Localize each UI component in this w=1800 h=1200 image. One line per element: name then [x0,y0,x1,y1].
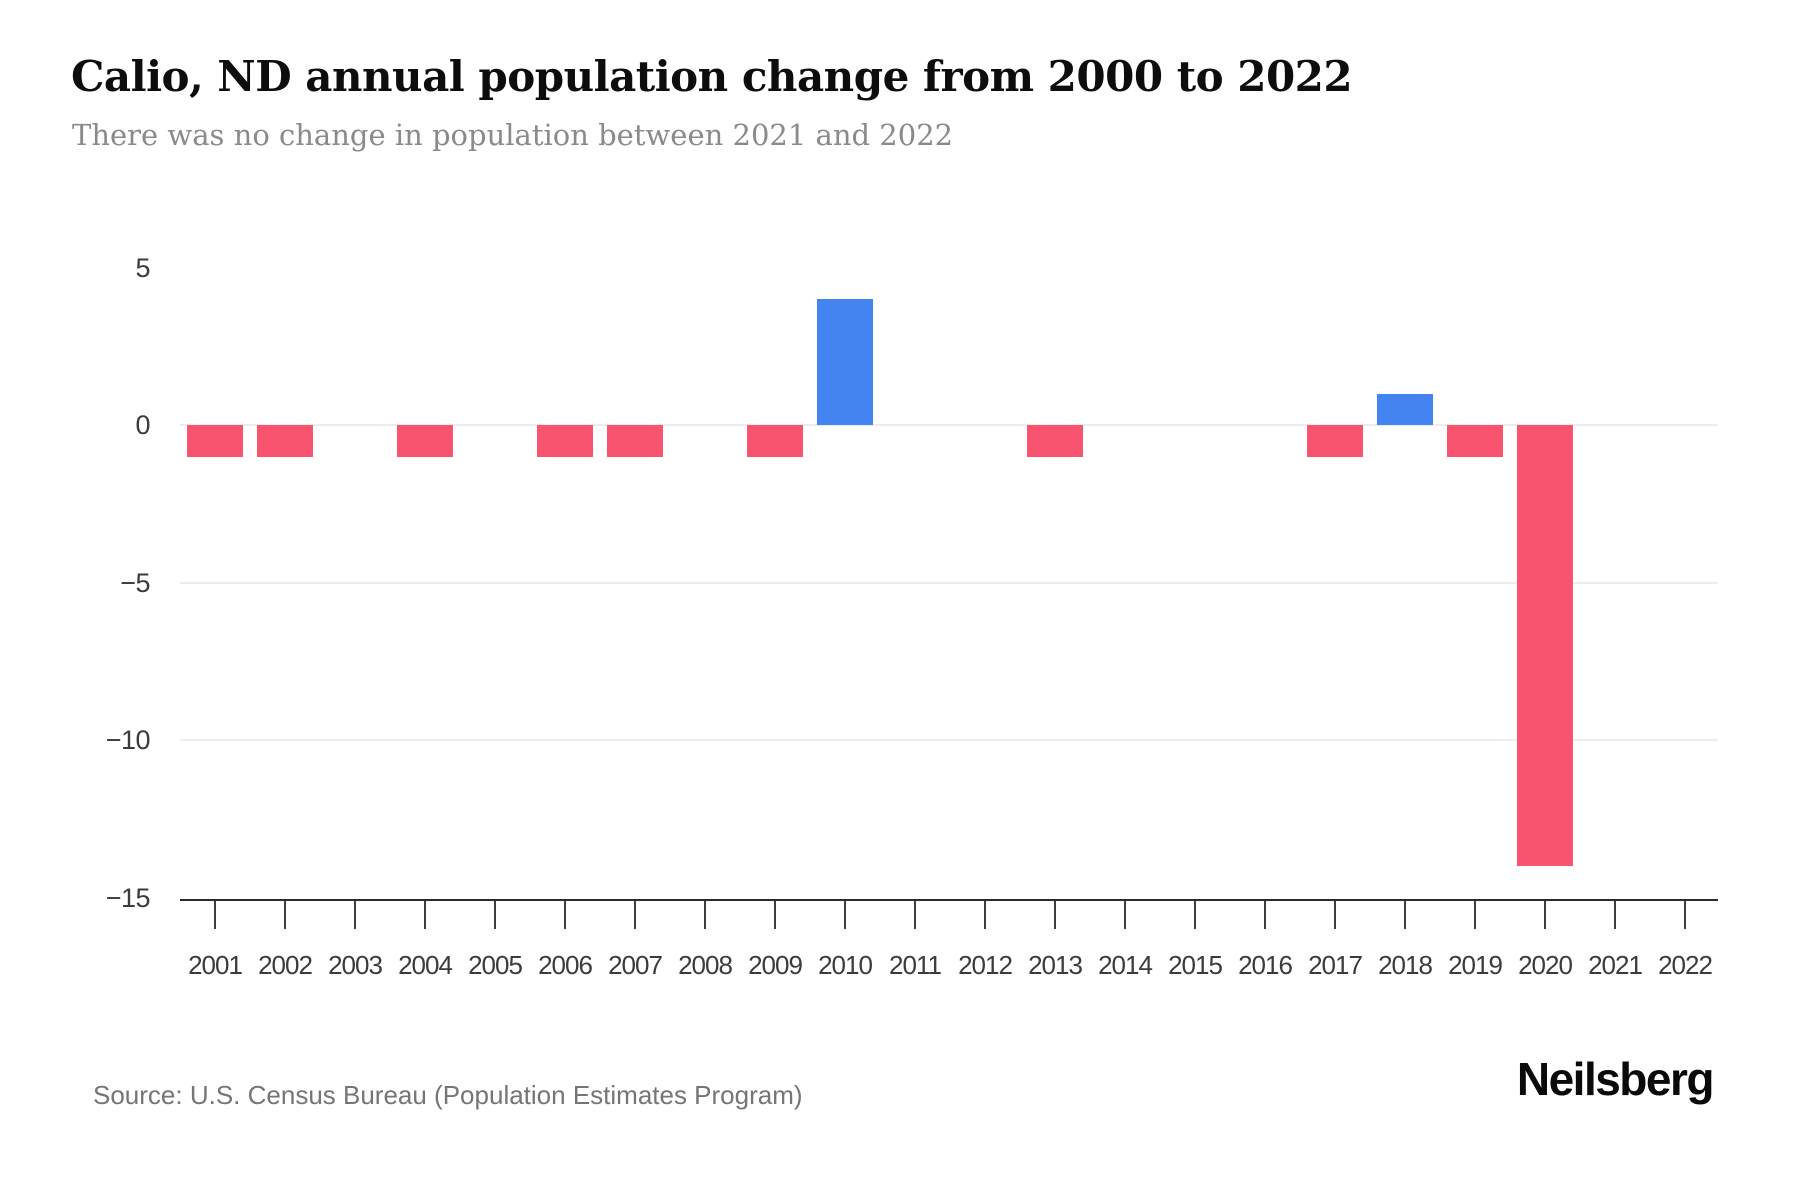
x-axis-label-2016: 2016 [1238,950,1293,980]
x-axis-label-2009: 2009 [748,950,803,980]
bar-2010 [817,299,873,425]
gridline-y0 [180,424,1718,426]
x-axis-tick [844,901,846,929]
x-axis-tick [564,901,566,929]
x-axis-tick [1544,901,1546,929]
x-axis-label-2020: 2020 [1518,950,1573,980]
x-axis-tick [1124,901,1126,929]
y-axis-label: 5 [135,252,150,283]
x-axis-tick [494,901,496,929]
x-axis-label-2005: 2005 [468,950,523,980]
x-axis-tick [424,901,426,929]
bar-chart-plot: 5 0 −5 −10 −15 2001 2002 2003 2004 2005 2006 2007 20… [105,252,1718,980]
x-axis-tick [1054,901,1056,929]
x-axis-label-2013: 2013 [1028,950,1083,980]
x-axis-label-2012: 2012 [958,950,1013,980]
x-axis-tick [914,901,916,929]
x-axis-label-2014: 2014 [1098,950,1153,980]
chart-subtitle: There was no change in population betwee… [72,118,954,152]
x-axis-tick [284,901,286,929]
bar-2018 [1377,393,1433,425]
brand-logo: Neilsberg [1516,1053,1715,1105]
x-axis-tick [1684,901,1686,929]
x-axis-label-2018: 2018 [1378,950,1433,980]
y-axis-label: 0 [135,410,150,440]
x-axis-tick [1614,901,1616,929]
x-axis-tick [774,901,776,929]
bar-2020 [1517,425,1573,866]
y-axis-label: −5 [120,567,150,598]
bar-2006 [537,425,593,457]
bar-2019 [1447,425,1503,457]
x-axis-label-2001: 2001 [188,950,243,980]
x-axis-label-2021: 2021 [1588,950,1643,980]
x-axis-label-2022: 2022 [1658,950,1713,980]
y-axis-label: −15 [105,882,151,913]
x-axis-tick [634,901,636,929]
x-axis-tick [1334,901,1336,929]
x-axis-label-2008: 2008 [678,950,733,980]
bar-2007 [607,425,663,457]
x-axis-tick [1474,901,1476,929]
bar-2002 [257,425,313,457]
x-axis-label-2017: 2017 [1308,950,1363,980]
x-axis-label-2010: 2010 [818,950,873,980]
x-axis-label-2007: 2007 [608,950,663,980]
gridline-y-5 [180,581,1718,584]
x-axis-tick [1194,901,1196,929]
x-axis-tick [1264,901,1266,929]
x-axis-label-2011: 2011 [889,950,942,980]
x-axis-label-2019: 2019 [1448,950,1503,980]
bar-2004 [397,425,453,457]
x-axis-tick [1404,901,1406,929]
x-axis-label-2003: 2003 [328,950,383,980]
x-axis-tick [354,901,356,929]
x-axis-label-2015: 2015 [1168,950,1223,980]
x-axis-label-2002: 2002 [258,950,313,980]
bar-2017 [1307,425,1363,457]
gridline-y-10 [180,739,1718,741]
chart-title: Calio, ND annual population change from … [71,52,1353,101]
x-axis-tick [704,901,706,929]
y-axis-label: −10 [105,725,151,755]
bar-2001 [187,425,243,457]
bar-2013 [1027,425,1083,457]
source-text: Source: U.S. Census Bureau (Population E… [93,1080,803,1110]
x-axis-label-2006: 2006 [538,950,593,980]
x-axis-line [180,899,1718,901]
x-axis-tick [214,901,216,929]
bar-2009 [747,425,803,457]
x-axis-label-2004: 2004 [398,950,453,980]
x-axis-tick [984,901,986,929]
